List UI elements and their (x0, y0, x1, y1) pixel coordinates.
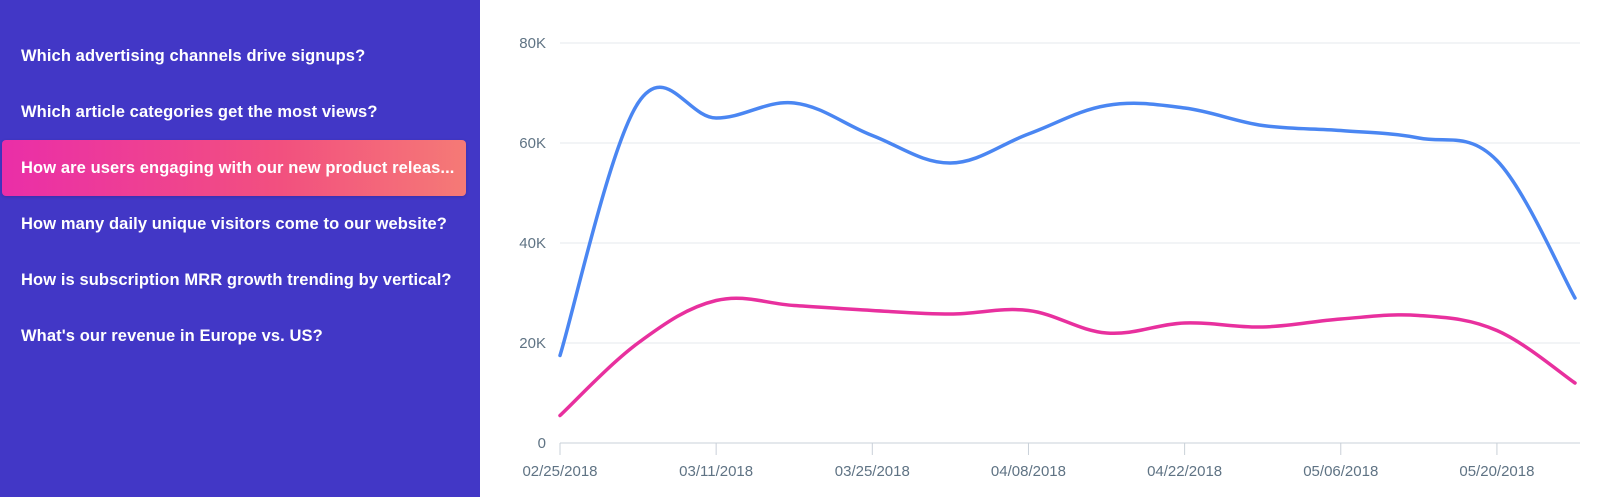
y-tick-label: 40K (519, 235, 546, 252)
series-line-blue (558, 85, 1577, 358)
y-tick-label: 0 (538, 435, 546, 452)
question-label: How many daily unique visitors come to o… (21, 214, 447, 233)
x-tick-label: 03/25/2018 (835, 463, 910, 480)
x-tick-label: 04/22/2018 (1147, 463, 1222, 480)
question-label: What's our revenue in Europe vs. US? (21, 326, 323, 345)
question-item-article-categories[interactable]: Which article categories get the most vi… (2, 84, 466, 140)
question-label: Which advertising channels drive signups… (21, 46, 366, 65)
x-tick-label: 05/20/2018 (1459, 463, 1534, 480)
line-chart: 0 20K 40K 60K 80K 02/25/2018 03/11/2018 03/25/2… (519, 35, 1580, 480)
y-tick-label: 20K (519, 335, 546, 352)
chart-panel: 0 20K 40K 60K 80K 02/25/2018 03/11/2018 03/25/2… (480, 0, 1600, 497)
question-item-advertising-channels[interactable]: Which advertising channels drive signups… (2, 28, 466, 84)
y-tick-label: 80K (519, 35, 546, 52)
question-item-product-engagement[interactable]: How are users engaging with our new prod… (2, 140, 466, 196)
question-sidebar: Which advertising channels drive signups… (0, 0, 480, 497)
x-tick-label: 02/25/2018 (522, 463, 597, 480)
question-label: How are users engaging with our new prod… (21, 158, 455, 177)
question-label: Which article categories get the most vi… (21, 102, 378, 121)
question-item-daily-visitors[interactable]: How many daily unique visitors come to o… (2, 196, 466, 252)
question-item-mrr-growth[interactable]: How is subscription MRR growth trending … (2, 252, 466, 308)
question-item-revenue-europe-us[interactable]: What's our revenue in Europe vs. US? (2, 308, 466, 364)
series-line-pink (558, 296, 1577, 418)
y-tick-label: 60K (519, 135, 546, 152)
x-tick-label: 03/11/2018 (679, 463, 753, 480)
question-label: How is subscription MRR growth trending … (21, 270, 452, 289)
x-tick-label: 05/06/2018 (1303, 463, 1378, 480)
x-tick-label: 04/08/2018 (991, 463, 1066, 480)
